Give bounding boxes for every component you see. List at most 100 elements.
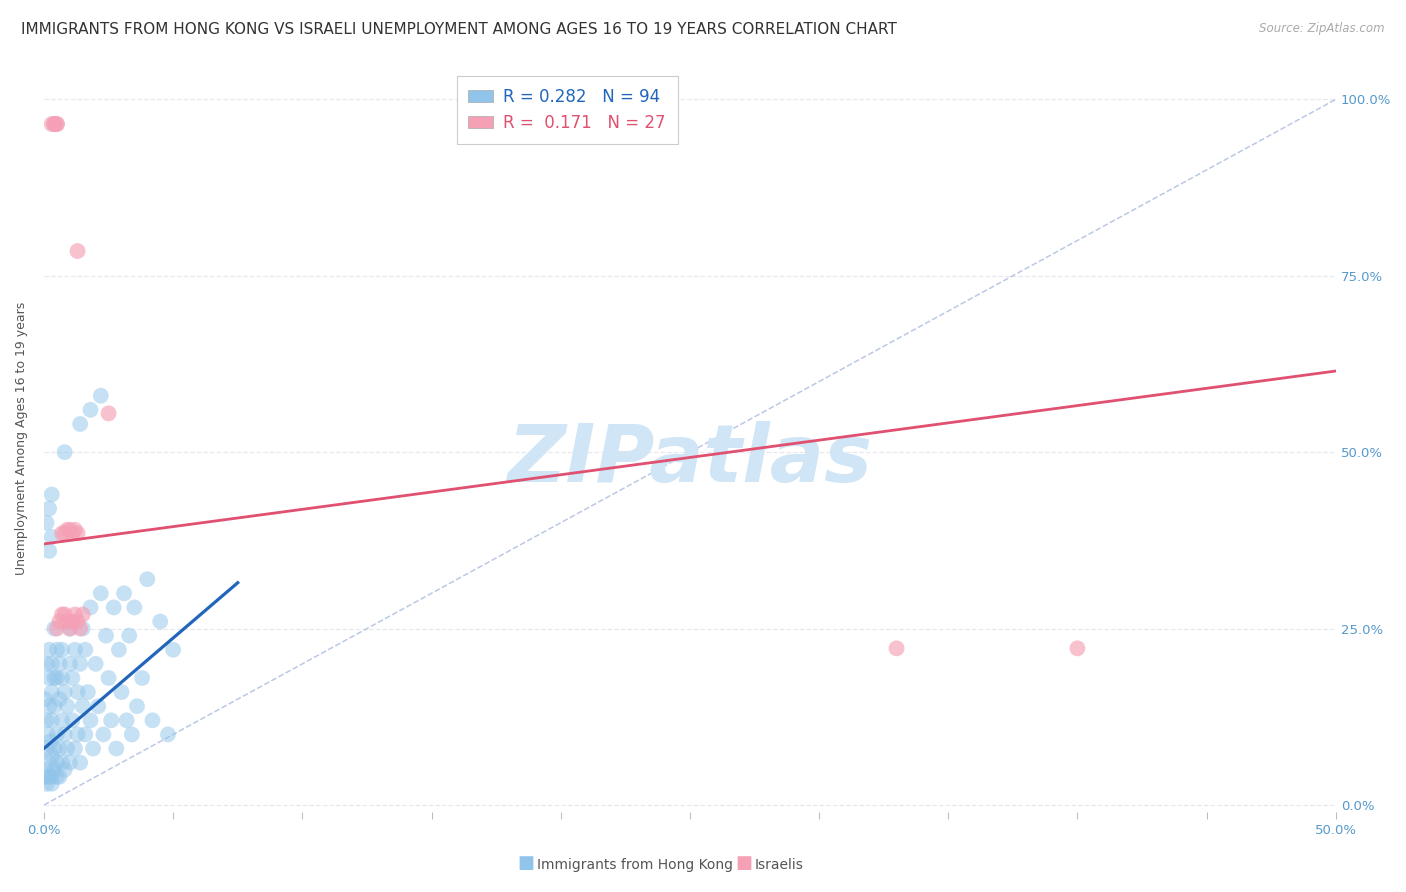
Point: [51, 642, 73, 657]
Legend: R = 0.282   N = 94, R =  0.171   N = 27: R = 0.282 N = 94, R = 0.171 N = 27: [457, 76, 678, 144]
Point: [84, 657, 107, 671]
Point: [75, 642, 97, 657]
Point: [45, 117, 67, 131]
Point: [45, 770, 67, 784]
Point: [60, 615, 83, 629]
Point: [34, 770, 56, 784]
Point: [97, 671, 120, 685]
Point: [44, 671, 66, 685]
Point: [56, 741, 79, 756]
Point: [44, 117, 66, 131]
Text: ■: ■: [735, 855, 752, 872]
Text: Israelis: Israelis: [755, 858, 804, 872]
Point: [72, 622, 94, 636]
Point: [66, 727, 89, 741]
Point: [35, 763, 58, 777]
Text: ■: ■: [517, 855, 534, 872]
Point: [112, 586, 135, 600]
Point: [41, 685, 63, 699]
Point: [51, 714, 73, 728]
Point: [72, 699, 94, 714]
Y-axis label: Unemployment Among Ages 16 to 19 years: Unemployment Among Ages 16 to 19 years: [15, 301, 28, 574]
Point: [44, 117, 66, 131]
Point: [66, 685, 89, 699]
Point: [53, 727, 76, 741]
Point: [38, 699, 60, 714]
Point: [44, 699, 66, 714]
Text: Source: ZipAtlas.com: Source: ZipAtlas.com: [1260, 22, 1385, 36]
Point: [38, 756, 60, 770]
Point: [51, 607, 73, 622]
Point: [45, 622, 67, 636]
Text: IMMIGRANTS FROM HONG KONG VS ISRAELI UNEMPLOYMENT AMONG AGES 16 TO 19 YEARS CORR: IMMIGRANTS FROM HONG KONG VS ISRAELI UNE…: [21, 22, 897, 37]
Point: [94, 629, 117, 643]
Point: [72, 607, 94, 622]
Point: [45, 117, 67, 131]
Point: [75, 727, 97, 741]
Point: [90, 586, 112, 600]
Point: [60, 671, 83, 685]
Point: [66, 526, 89, 541]
Point: [35, 516, 58, 530]
Point: [63, 607, 86, 622]
Point: [41, 770, 63, 784]
Point: [56, 523, 79, 537]
Point: [103, 600, 125, 615]
Point: [108, 642, 131, 657]
Point: [34, 692, 56, 706]
Point: [77, 685, 100, 699]
Point: [118, 629, 141, 643]
Point: [82, 741, 104, 756]
Point: [100, 714, 122, 728]
Point: [41, 714, 63, 728]
Point: [53, 763, 76, 777]
Point: [60, 526, 83, 541]
Point: [41, 117, 63, 131]
Point: [136, 572, 159, 586]
Point: [115, 714, 138, 728]
Point: [59, 622, 82, 636]
Point: [131, 671, 153, 685]
Point: [51, 671, 73, 685]
Point: [63, 642, 86, 657]
Point: [110, 685, 132, 699]
Point: [45, 727, 67, 741]
Point: [105, 741, 128, 756]
Point: [69, 622, 91, 636]
Point: [121, 727, 143, 741]
Point: [69, 756, 91, 770]
Point: [156, 727, 179, 741]
Point: [59, 523, 82, 537]
Point: [45, 671, 67, 685]
Point: [35, 741, 58, 756]
Point: [1066, 641, 1088, 656]
Point: [51, 526, 73, 541]
Point: [38, 770, 60, 784]
Point: [51, 756, 73, 770]
Point: [45, 756, 67, 770]
Point: [35, 657, 58, 671]
Point: [69, 417, 91, 431]
Point: [35, 714, 58, 728]
Point: [39, 734, 62, 748]
Point: [125, 699, 148, 714]
Point: [53, 526, 76, 541]
Point: [124, 600, 146, 615]
Point: [41, 530, 63, 544]
Point: [886, 641, 908, 656]
Point: [63, 523, 86, 537]
Point: [87, 699, 110, 714]
Point: [66, 615, 89, 629]
Point: [37, 727, 59, 741]
Point: [41, 657, 63, 671]
Point: [38, 671, 60, 685]
Point: [53, 607, 76, 622]
Point: [60, 714, 83, 728]
Point: [44, 622, 66, 636]
Point: [53, 685, 76, 699]
Text: Immigrants from Hong Kong: Immigrants from Hong Kong: [537, 858, 733, 872]
Point: [59, 657, 82, 671]
Point: [56, 699, 79, 714]
Point: [149, 615, 172, 629]
Point: [141, 714, 163, 728]
